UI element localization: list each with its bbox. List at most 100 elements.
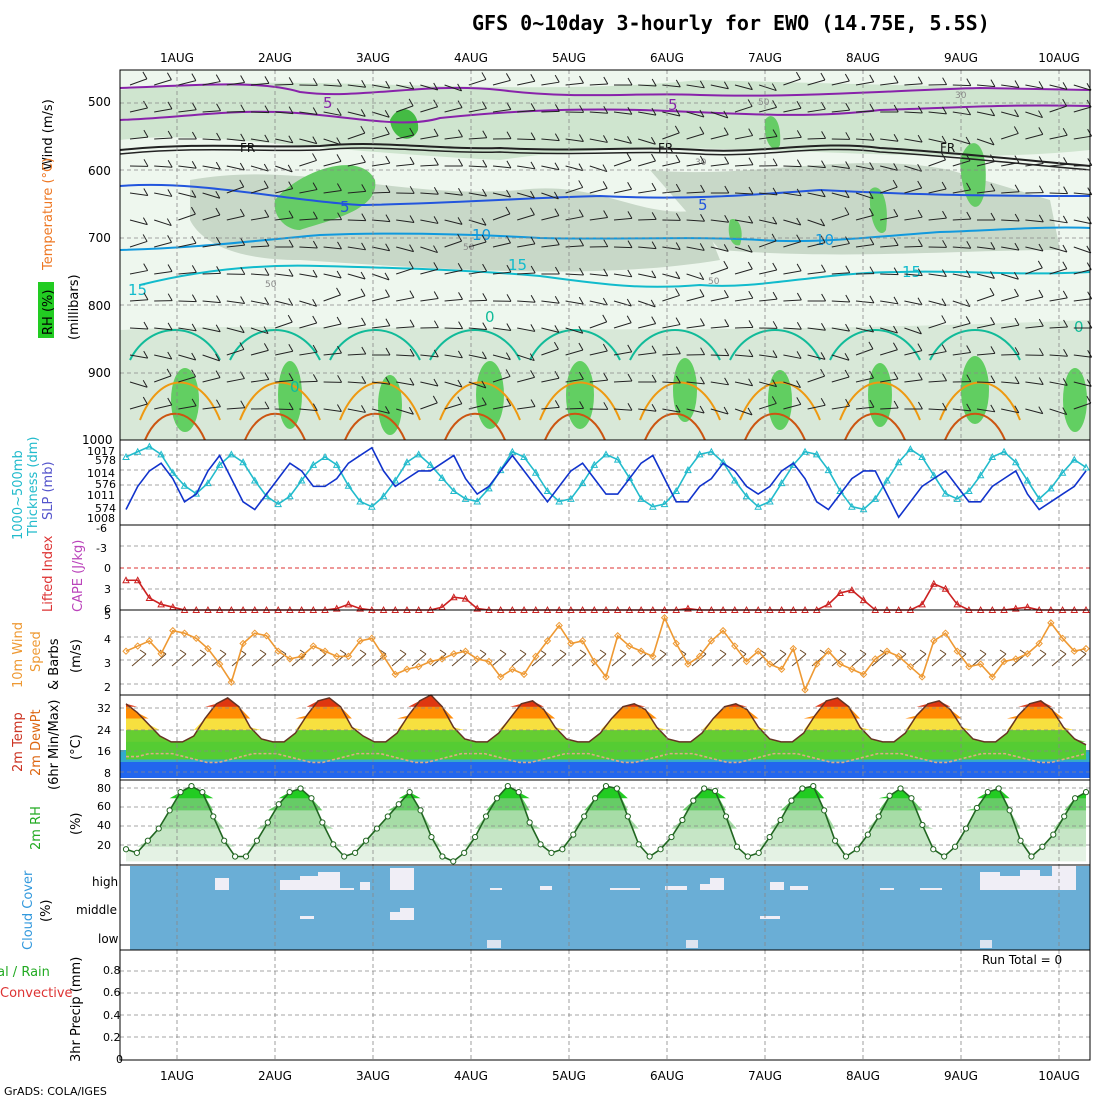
wind-speed-point	[649, 652, 657, 661]
wind-barb	[1073, 354, 1092, 358]
wind-barb	[517, 214, 535, 221]
wind-barb-flag	[1038, 156, 1044, 164]
wind-barb	[928, 351, 947, 356]
wind-barb-flag	[869, 266, 875, 274]
wind-barb-flag	[240, 75, 246, 83]
wind-barb	[759, 135, 778, 140]
wind-barb-flag	[1086, 379, 1092, 387]
wind-barb	[880, 300, 899, 305]
wind-barb	[129, 240, 148, 248]
wind-barb-flag	[264, 209, 270, 218]
wind-barb-flag	[675, 271, 681, 279]
sfc-wind-barb	[411, 653, 427, 667]
day-label-bottom: 1AUG	[160, 1069, 194, 1083]
wind-barb	[178, 376, 196, 383]
wind-barb	[250, 165, 269, 172]
wind-barb-flag	[505, 206, 511, 215]
wind-barb	[662, 161, 681, 167]
thickness-point	[215, 460, 224, 468]
wind-barb-flag	[167, 101, 173, 110]
wind-barb	[880, 138, 899, 142]
sfc-wind-barb-flag	[1039, 649, 1047, 655]
wind-speed-point	[520, 670, 528, 679]
day-label-top: 4AUG	[454, 51, 488, 65]
wind-barb-flag	[723, 290, 729, 298]
slp-tick-label: 1011	[87, 489, 115, 502]
wind-barb-flag	[167, 264, 173, 272]
wind-barb	[420, 164, 439, 167]
wind-barb-flag	[312, 269, 318, 278]
sfc-wind-barb	[271, 653, 287, 667]
wind-barb	[831, 80, 850, 86]
wind-barb-flag	[869, 133, 875, 141]
wind-barb	[759, 354, 778, 359]
wind-barb-flag	[1014, 405, 1020, 413]
thickness-point	[368, 502, 376, 510]
wind-barb	[468, 270, 487, 275]
rh-point	[515, 789, 522, 796]
wind-barb-flag	[167, 130, 173, 139]
wind-barb	[710, 354, 729, 357]
wind-barb	[1001, 191, 1020, 194]
wind-barb-flag	[385, 243, 391, 251]
wind-barb-flag	[312, 299, 318, 307]
wind-barb-flag	[457, 350, 463, 359]
wind-barb	[154, 192, 172, 197]
wind-barb	[517, 80, 535, 86]
wind-barb-flag	[1063, 186, 1069, 194]
rh-point	[973, 804, 981, 812]
thickness-point	[531, 468, 540, 476]
wind-barb-flag	[312, 136, 318, 144]
wind-barb-flag	[748, 349, 754, 357]
wind-barb	[420, 354, 439, 358]
wind-barb	[444, 240, 462, 248]
thickness-point	[145, 442, 154, 450]
wind-barb	[710, 381, 729, 386]
wind-barb	[517, 376, 535, 383]
wind-barb-flag	[821, 293, 827, 302]
wind-barb	[565, 407, 584, 410]
wind-barb	[662, 111, 681, 117]
slp-label-thickness: Thickness (dm)	[26, 437, 41, 537]
wind-barb-flag	[845, 323, 850, 332]
panel-frames	[119, 69, 1091, 1061]
wind-barb-flag	[627, 269, 633, 278]
wind-barb	[202, 138, 221, 141]
rh-green-5	[764, 116, 781, 149]
wind-barb	[1073, 402, 1091, 410]
rh-point	[1082, 789, 1090, 796]
wind-barb-flag	[723, 406, 729, 415]
wind-barb	[492, 242, 511, 248]
wind-barb	[613, 380, 633, 383]
wind-barb-flag	[602, 297, 608, 306]
wind-barb-flag	[433, 157, 439, 166]
wind-barb-flag	[1062, 244, 1068, 253]
wind-barb-flag	[1038, 185, 1044, 193]
wind-barb-flag	[530, 190, 535, 199]
thickness-point	[403, 458, 411, 466]
wind-speed-point	[906, 662, 915, 671]
wind-barb	[420, 381, 439, 387]
rh-point	[886, 792, 893, 799]
rh-point	[210, 813, 217, 820]
contour-label: 50	[265, 280, 277, 290]
wind-barb	[323, 408, 342, 413]
lifted-index-point	[122, 576, 130, 584]
wind-barb	[831, 243, 850, 248]
sfc-wind-barb	[971, 653, 987, 667]
wind-barb-flag	[942, 210, 947, 219]
wind-barb	[1025, 408, 1043, 415]
wind-barb-flag	[869, 399, 875, 408]
wind-barb-flag	[820, 189, 826, 197]
thickness-point	[613, 455, 622, 463]
wind-barb-flag	[433, 245, 438, 253]
wind-barb-flag	[917, 76, 923, 84]
wind-barb	[880, 244, 899, 248]
wind-barb-flag	[724, 185, 730, 194]
rh-point	[1050, 831, 1057, 838]
wind-barb-flag	[433, 378, 439, 387]
cloud-label-1: Cloud Cover	[21, 870, 36, 950]
wind-barb	[396, 381, 415, 386]
wind-barb-flag	[457, 83, 463, 92]
wind-speed-point	[777, 665, 786, 673]
